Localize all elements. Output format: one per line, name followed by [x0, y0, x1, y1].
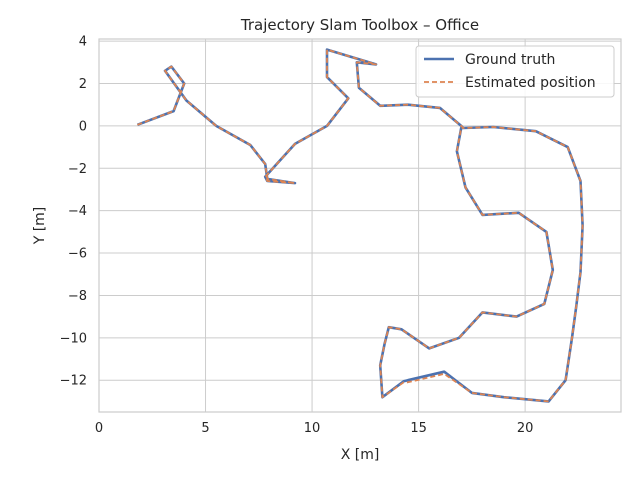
legend-label-estimated: Estimated position [465, 75, 596, 91]
series-layer [136, 48, 584, 403]
x-axis-label: X [m] [341, 447, 380, 463]
y-tick-label: −8 [68, 289, 87, 304]
legend: Ground truth Estimated position [415, 45, 615, 98]
y-tick-label: 0 [79, 119, 87, 134]
y-tick-label: −10 [60, 331, 87, 346]
grid [98, 39, 621, 412]
y-tick-label: 4 [79, 35, 87, 50]
chart-title: Trajectory Slam Toolbox – Office [240, 16, 479, 34]
y-tick-label: −12 [60, 374, 87, 389]
x-tick-label: 5 [201, 421, 209, 436]
series-line-estimated-position [137, 48, 584, 403]
y-tick-label: −2 [68, 162, 87, 177]
x-tick-label: 0 [95, 421, 103, 436]
plot-frame [98, 38, 622, 413]
x-tick-label: 15 [410, 421, 427, 436]
y-axis-label: Y [m] [32, 207, 48, 246]
y-tick-label: 2 [79, 77, 87, 92]
x-tick-label: 20 [517, 421, 534, 436]
y-tick-label: −4 [68, 204, 87, 219]
x-tick-label: 10 [304, 421, 321, 436]
legend-label-ground-truth: Ground truth [465, 52, 555, 68]
legend-frame [415, 45, 615, 98]
series-line-ground-truth [136, 48, 584, 403]
y-tick-label: −6 [68, 247, 87, 262]
